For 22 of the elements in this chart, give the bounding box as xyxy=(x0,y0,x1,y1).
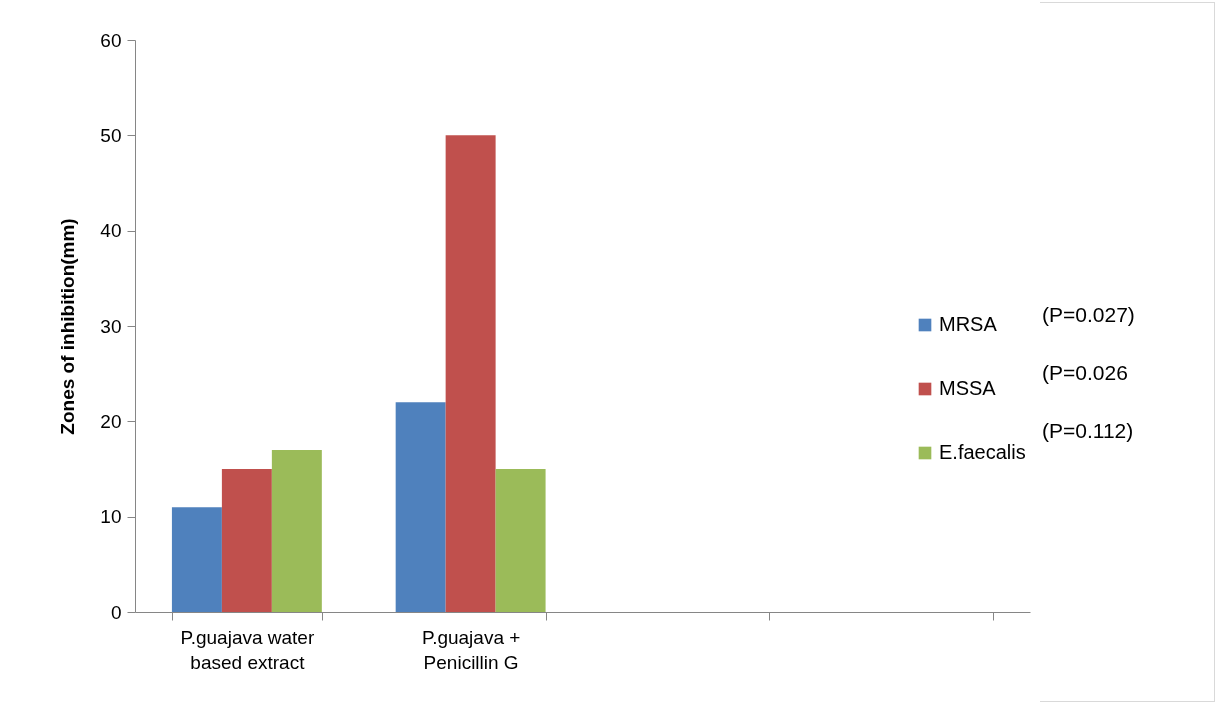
text: (P=0.112) xyxy=(1042,419,1135,443)
y-axis-title: Zones of inhibition(mm) xyxy=(57,218,79,435)
legend-label: MSSA xyxy=(939,377,997,399)
y-tick-label: 20 xyxy=(100,410,122,432)
bar xyxy=(171,507,222,612)
legend-label: MRSA xyxy=(939,313,998,335)
legend-label: E.faecalis xyxy=(939,441,1026,463)
text: (P=0.027) xyxy=(1042,303,1135,327)
y-tick-label: 30 xyxy=(100,315,122,337)
bar xyxy=(221,469,272,612)
text: (P=0.026 xyxy=(1042,361,1129,385)
bar xyxy=(445,135,496,612)
x-tick-label: P.guajava + Penicillin G xyxy=(421,626,521,673)
y-tick-label: 10 xyxy=(100,506,122,528)
y-tick-label: 50 xyxy=(100,124,122,146)
y-tick-label: 40 xyxy=(100,220,122,242)
y-tick-label: 60 xyxy=(100,29,122,51)
bar xyxy=(495,469,546,612)
x-tick-label: P.guajava water based extract xyxy=(180,626,315,673)
bar xyxy=(395,402,446,612)
bar xyxy=(271,449,322,612)
y-tick-label: 0 xyxy=(110,601,122,623)
